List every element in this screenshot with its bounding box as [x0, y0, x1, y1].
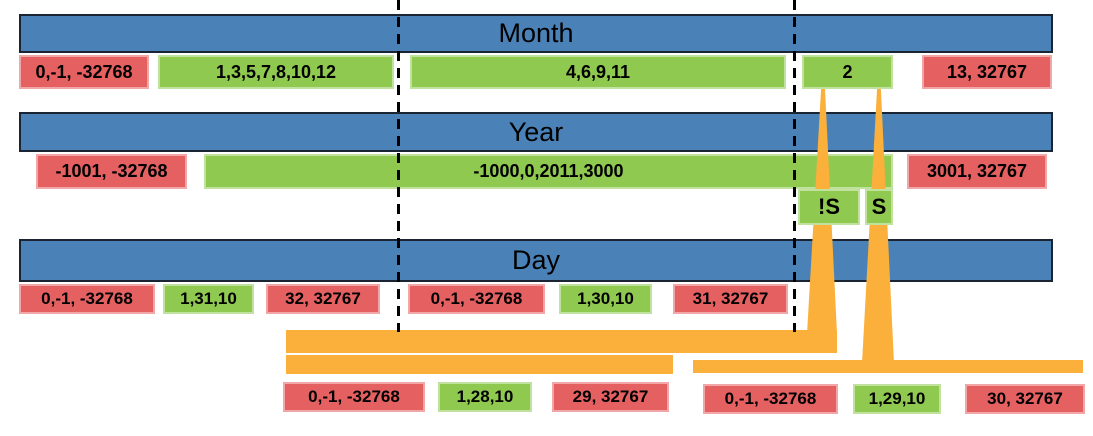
day-partition-invalid-low-1: 0,-1, -32768	[19, 284, 155, 314]
month-bar: Month	[19, 14, 1053, 53]
year-bar: Year	[19, 112, 1053, 152]
day-partition-valid-30: 1,30,10	[559, 284, 652, 314]
year-partition-valid: -1000,0,2011,3000	[204, 154, 893, 189]
feb-leap-partition-invalid-low: 0,-1, -32768	[703, 384, 838, 414]
special-year-box: S	[865, 189, 893, 225]
month-partition-30-day-months: 4,6,9,11	[410, 55, 786, 89]
month-bar-title: Month	[498, 18, 574, 48]
month-partition-31-day-months: 1,3,5,7,8,10,12	[158, 55, 394, 89]
year-bar-title: Year	[508, 116, 564, 147]
dashed-guide-left	[397, 0, 400, 332]
day-partition-valid-31: 1,31,10	[163, 284, 254, 314]
day-partition-invalid-low-2: 0,-1, -32768	[408, 284, 545, 314]
year-partition-invalid-high: 3001, 32767	[907, 154, 1047, 189]
feb-leap-partition-invalid-high: 30, 32767	[965, 384, 1085, 414]
not-special-year-box: !S	[798, 189, 860, 225]
year-partition-invalid-low: -1001, -32768	[36, 154, 187, 189]
day-bar: Day	[19, 239, 1053, 282]
connector-bar-not-special	[286, 330, 837, 353]
connector-bar-feb-non-leap	[286, 355, 673, 374]
feb-nonleap-partition-valid: 1,28,10	[438, 382, 532, 412]
feb-leap-partition-valid: 1,29,10	[853, 384, 941, 414]
month-partition-invalid-low: 0,-1, -32768	[19, 55, 149, 89]
connector-bar-feb-leap	[693, 360, 1083, 373]
day-partition-invalid-high-1: 32, 32767	[266, 284, 380, 314]
dashed-guide-right	[793, 0, 796, 332]
day-partition-invalid-high-2: 31, 32767	[673, 284, 788, 314]
feb-nonleap-partition-invalid-low: 0,-1, -32768	[283, 382, 425, 412]
month-partition-february: 2	[802, 55, 893, 89]
day-bar-title: Day	[511, 245, 560, 275]
month-partition-invalid-high: 13, 32767	[922, 55, 1052, 89]
feb-nonleap-partition-invalid-high: 29, 32767	[552, 382, 669, 412]
